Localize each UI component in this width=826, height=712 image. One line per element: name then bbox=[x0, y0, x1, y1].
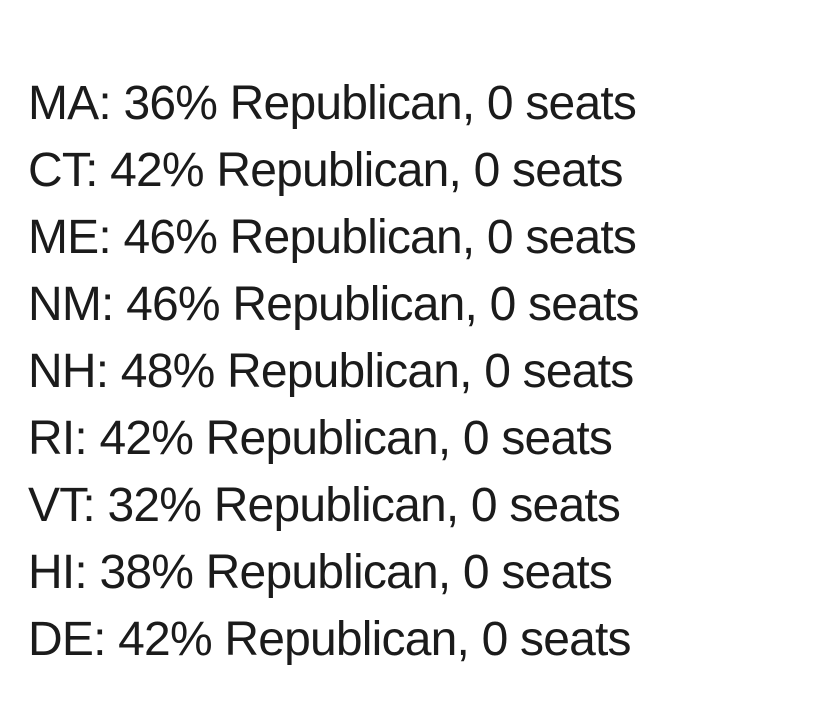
state-line-hi: HI: 38% Republican, 0 seats bbox=[28, 546, 613, 599]
state-line-ma: MA: 36% Republican, 0 seats bbox=[28, 77, 637, 130]
state-line-ct: CT: 42% Republican, 0 seats bbox=[28, 144, 624, 197]
state-line-me: ME: 46% Republican, 0 seats bbox=[28, 211, 637, 264]
state-line-nh: NH: 48% Republican, 0 seats bbox=[28, 345, 634, 398]
text-block: MA: 36% Republican, 0 seats CT: 42% Repu… bbox=[28, 77, 640, 666]
state-line-ri: RI: 42% Republican, 0 seats bbox=[28, 412, 613, 465]
state-line-vt: VT: 32% Republican, 0 seats bbox=[28, 479, 621, 532]
state-line-nm: NM: 46% Republican, 0 seats bbox=[28, 278, 640, 331]
state-line-de: DE: 42% Republican, 0 seats bbox=[28, 613, 632, 666]
